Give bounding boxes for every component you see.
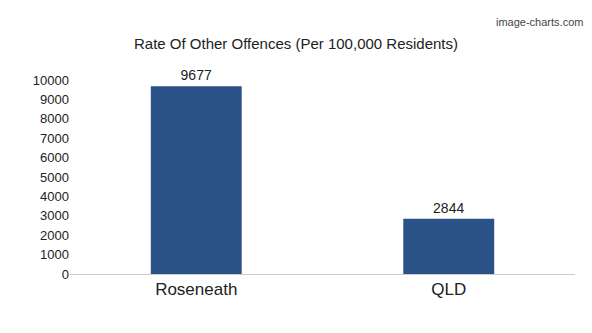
svg-text:9677: 9677 [181,67,212,83]
svg-text:Rate Of Other Offences (Per 10: Rate Of Other Offences (Per 100,000 Resi… [134,35,458,52]
svg-text:6000: 6000 [40,150,69,165]
svg-text:4000: 4000 [40,189,69,204]
svg-text:8000: 8000 [40,111,69,126]
svg-text:2844: 2844 [433,200,464,216]
svg-text:7000: 7000 [40,131,69,146]
svg-text:9000: 9000 [40,92,69,107]
svg-text:0: 0 [62,267,69,282]
svg-text:5000: 5000 [40,170,69,185]
svg-text:Roseneath: Roseneath [155,280,237,299]
svg-text:10000: 10000 [33,73,69,88]
svg-text:3000: 3000 [40,208,69,223]
svg-text:QLD: QLD [431,280,466,299]
svg-text:1000: 1000 [40,247,69,262]
svg-text:2000: 2000 [40,228,69,243]
svg-text:image-charts.com: image-charts.com [496,16,583,28]
